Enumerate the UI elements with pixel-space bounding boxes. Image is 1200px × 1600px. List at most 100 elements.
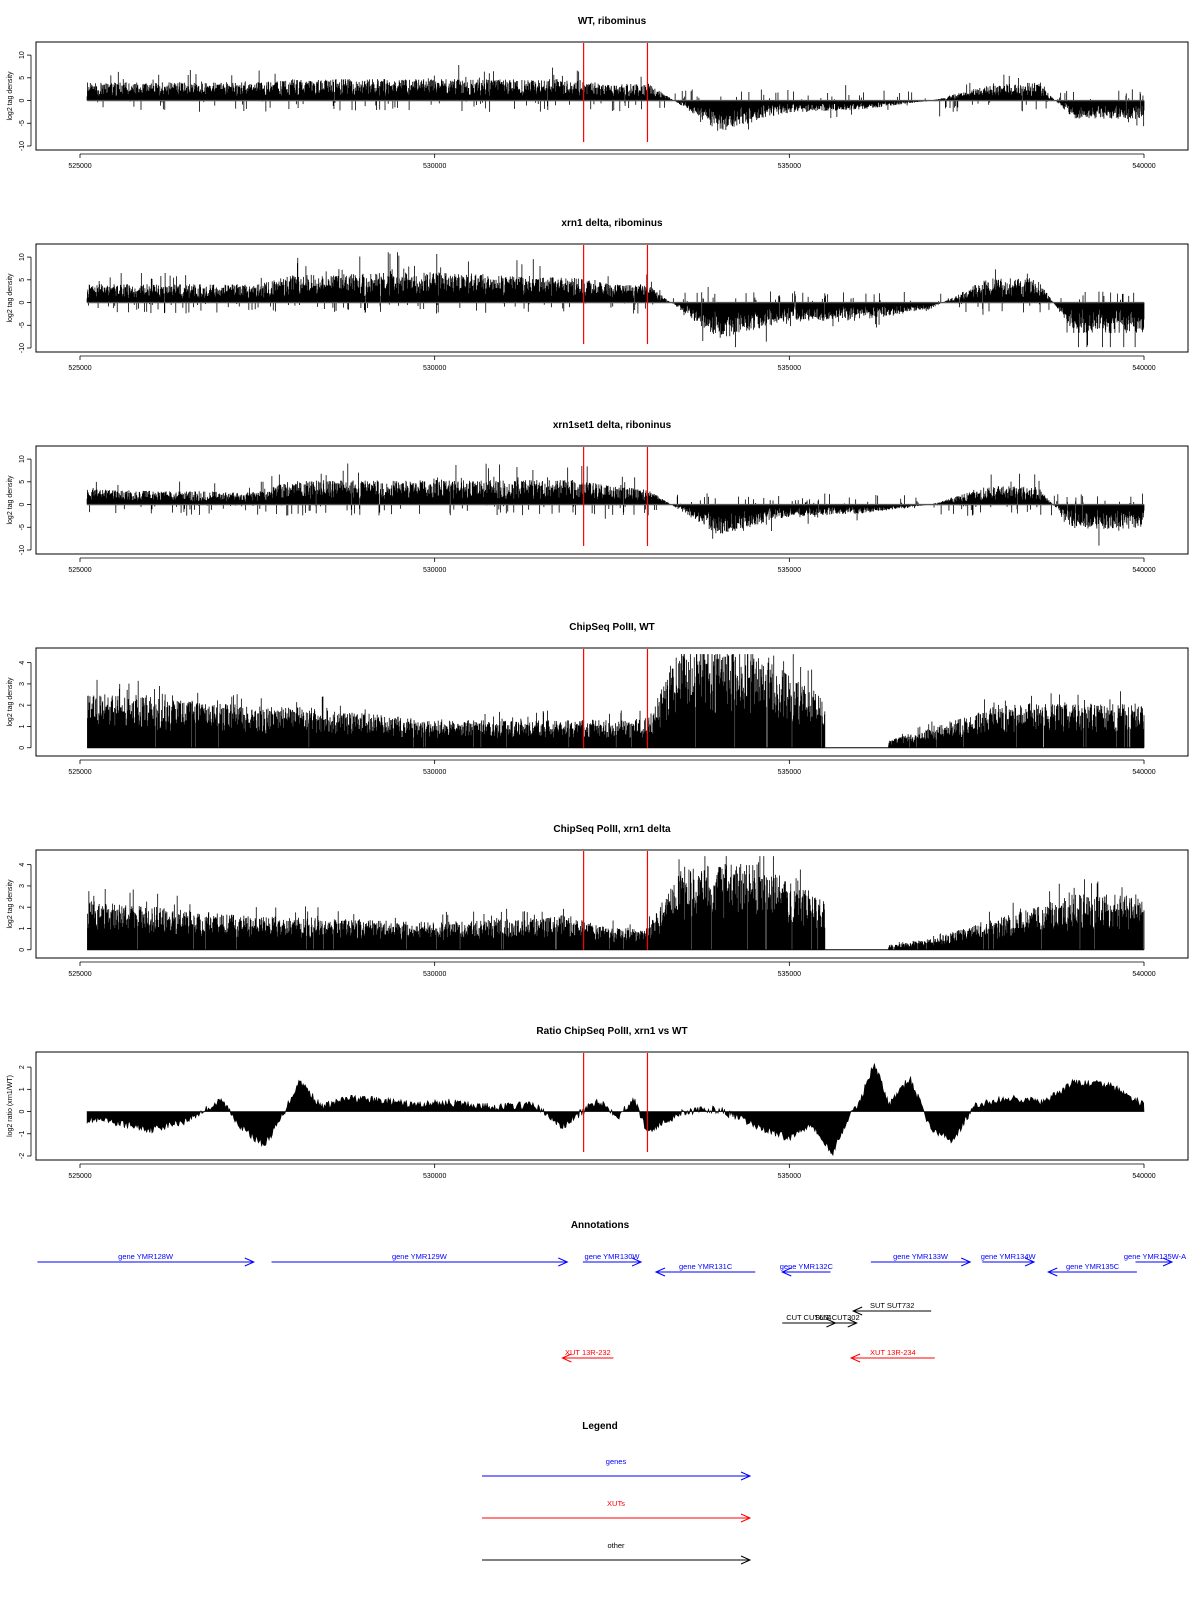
gene-arrow xyxy=(654,1267,756,1277)
xut-label: XUT 13R-234 xyxy=(870,1348,916,1357)
chart-panel-6: Ratio ChipSeq PolII, xrn1 vs WT log2 rati… xyxy=(7,1026,1189,1180)
annotations-track: Annotations gene YMR128W gene YMR129W gene… xyxy=(37,1220,1186,1363)
legend-arrow-xuts xyxy=(482,1513,752,1523)
y-tick-label: 4 xyxy=(19,661,26,665)
chart-title: xrn1set1 delta, riboninus xyxy=(553,420,672,431)
x-tick-label: 530000 xyxy=(423,971,446,978)
other-label: SUT CUT302 xyxy=(815,1313,860,1322)
chart-title: xrn1 delta, ribominus xyxy=(561,218,663,229)
x-tick-label: 530000 xyxy=(423,567,446,574)
x-tick-label: 540000 xyxy=(1132,567,1155,574)
x-tick-label: 535000 xyxy=(778,567,801,574)
x-tick-label: 535000 xyxy=(778,365,801,372)
plot-frame xyxy=(35,647,1189,757)
y-tick-label: 2 xyxy=(19,703,26,707)
plot-frame xyxy=(35,41,1189,151)
x-tick-label: 525000 xyxy=(68,365,91,372)
gene-label: gene YMR134W xyxy=(981,1252,1037,1261)
y-tick-label: 2 xyxy=(19,1065,26,1069)
y-tick-label: 1 xyxy=(19,1087,26,1091)
legend-title: Legend xyxy=(582,1421,618,1432)
chart-panel-5: ChipSeq PolII, xrn1 delta log2 tag densit… xyxy=(7,824,1189,978)
chart-title: ChipSeq PolII, WT xyxy=(569,622,655,633)
x-tick-label: 525000 xyxy=(68,1173,91,1180)
y-axis-label: log2 ratio (xrn1/WT) xyxy=(7,1075,14,1137)
y-tick-label: 5 xyxy=(19,76,26,80)
y-tick-label: -5 xyxy=(19,322,26,328)
y-tick-label: 0 xyxy=(19,502,26,506)
gene-arrow xyxy=(37,1257,256,1267)
gene-arrow xyxy=(870,1257,972,1267)
x-tick-label: 530000 xyxy=(423,1173,446,1180)
signal-bars xyxy=(87,856,1145,950)
gene-annotations: gene YMR128W gene YMR129W gene YMR130W gene… xyxy=(37,1252,1186,1277)
legend-items: genes XUTs other xyxy=(482,1457,752,1565)
x-tick-label: 530000 xyxy=(423,769,446,776)
y-tick-label: 4 xyxy=(19,863,26,867)
y-tick-label: 1 xyxy=(19,724,26,728)
legend-label: other xyxy=(607,1541,625,1550)
gene-label: gene YMR128W xyxy=(118,1252,174,1261)
legend-label: genes xyxy=(606,1457,627,1466)
y-tick-label: -10 xyxy=(19,343,26,353)
chart-title: Ratio ChipSeq PolII, xrn1 vs WT xyxy=(536,1026,687,1037)
y-tick-label: 2 xyxy=(19,905,26,909)
x-tick-label: 535000 xyxy=(778,769,801,776)
xut-annotations: XUT 13R-232 XUT 13R-234 xyxy=(561,1348,935,1363)
y-axis-label: log2 tag density xyxy=(7,677,14,727)
y-tick-label: -2 xyxy=(19,1153,26,1159)
chart-panel-1: WT, ribominus log2 tag density 10 5 0 -5 -10 52… xyxy=(7,16,1189,170)
other-label: SUT SUT732 xyxy=(870,1301,914,1310)
y-tick-label: 5 xyxy=(19,278,26,282)
x-tick-label: 540000 xyxy=(1132,769,1155,776)
xut-label: XUT 13R-232 xyxy=(565,1348,611,1357)
annotations-title: Annotations xyxy=(571,1220,630,1231)
legend-arrow-other xyxy=(482,1555,752,1565)
x-tick-label: 535000 xyxy=(778,163,801,170)
gene-arrow xyxy=(582,1257,643,1267)
y-tick-label: -10 xyxy=(19,141,26,151)
gene-label: gene YMR131C xyxy=(679,1262,733,1271)
other-arrow xyxy=(851,1306,932,1316)
y-tick-label: 1 xyxy=(19,926,26,930)
gene-arrow xyxy=(271,1257,569,1267)
chart-title: WT, ribominus xyxy=(578,16,647,27)
plot-frame xyxy=(35,243,1189,353)
gene-label: gene YMR133W xyxy=(893,1252,949,1261)
y-tick-label: 10 xyxy=(19,253,26,261)
gene-arrow xyxy=(1135,1257,1174,1267)
x-tick-label: 525000 xyxy=(68,163,91,170)
x-tick-label: 530000 xyxy=(423,163,446,170)
plot-frame xyxy=(35,1051,1189,1161)
gene-label: gene YMR129W xyxy=(392,1252,448,1261)
y-tick-label: 3 xyxy=(19,682,26,686)
x-tick-label: 535000 xyxy=(778,1173,801,1180)
y-axis-label: log2 tag density xyxy=(7,273,14,323)
legend-label: XUTs xyxy=(607,1499,625,1508)
x-tick-label: 530000 xyxy=(423,365,446,372)
chart-title: ChipSeq PolII, xrn1 delta xyxy=(553,824,671,835)
y-tick-label: 0 xyxy=(19,300,26,304)
x-tick-label: 525000 xyxy=(68,971,91,978)
y-tick-label: 10 xyxy=(19,455,26,463)
x-tick-label: 540000 xyxy=(1132,1173,1155,1180)
gene-label: gene YMR135W-A xyxy=(1124,1252,1186,1261)
other-arrow xyxy=(817,1318,858,1328)
plot-frame xyxy=(35,849,1189,959)
y-axis-label: log2 tag density xyxy=(7,879,14,929)
xut-arrow xyxy=(849,1353,935,1363)
ratio-area xyxy=(86,1063,1145,1157)
y-tick-label: -10 xyxy=(19,545,26,555)
y-tick-label: 0 xyxy=(19,98,26,102)
y-tick-label: 0 xyxy=(19,746,26,750)
y-tick-label: 0 xyxy=(19,1110,26,1114)
gene-arrow xyxy=(1047,1267,1137,1277)
y-tick-label: -5 xyxy=(19,120,26,126)
signal-bars xyxy=(87,654,1145,748)
xut-arrow xyxy=(561,1353,614,1363)
gene-arrow xyxy=(781,1267,831,1277)
y-tick-label: 0 xyxy=(19,948,26,952)
gene-label: gene YMR130W xyxy=(585,1252,641,1261)
